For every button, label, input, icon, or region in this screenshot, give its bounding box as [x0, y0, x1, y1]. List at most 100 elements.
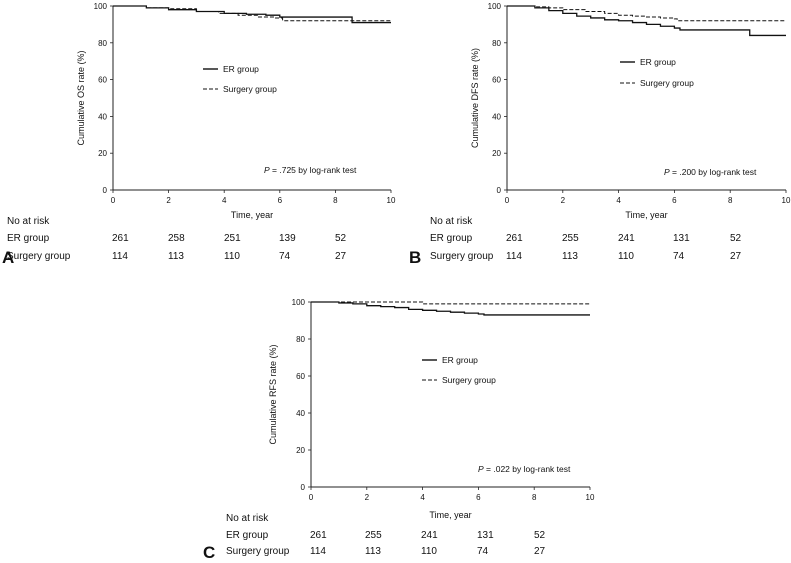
legend: ER group Surgery group [620, 57, 694, 88]
surgery-group-curve [507, 5, 786, 22]
panel-letter: B [409, 248, 421, 267]
x-tick-label: 6 [672, 196, 677, 205]
x-tick-label: 0 [505, 196, 510, 205]
risk-value: 131 [477, 530, 494, 541]
risk-value: 139 [279, 233, 296, 244]
x-tick-label: 2 [166, 196, 171, 205]
risk-value: 74 [279, 251, 291, 262]
x-axis-label: Time, year [231, 210, 273, 220]
x-axis-label: Time, year [429, 510, 471, 520]
risk-value: 241 [421, 530, 438, 541]
y-tick-label: 100 [488, 2, 502, 11]
x-tick-label: 4 [616, 196, 621, 205]
panel-b: 0 20 40 60 80 100 0 2 4 6 8 10 Time, year Cumulative … [409, 2, 791, 267]
risk-value: 255 [562, 233, 579, 244]
x-axis-label: Time, year [625, 210, 667, 220]
x-tick-label: 10 [387, 196, 396, 205]
risk-value: 261 [112, 233, 129, 244]
y-tick-label: 80 [492, 39, 501, 48]
y-tick-label: 60 [98, 76, 107, 85]
risk-table-title: No at risk [226, 513, 269, 524]
surgery-group-curve [113, 5, 391, 22]
risk-table: No at risk ER group 261 255 241 131 52 Surgery … [226, 513, 546, 557]
legend-label: Surgery group [223, 84, 277, 94]
y-tick-label: 20 [492, 149, 501, 158]
y-tick-label: 40 [492, 112, 501, 121]
risk-value: 251 [224, 233, 241, 244]
risk-table-title: No at risk [7, 216, 50, 227]
x-tick-label: 6 [476, 493, 481, 502]
legend-label: ER group [442, 355, 478, 365]
legend-label: ER group [640, 57, 676, 67]
x-tick-label: 2 [365, 493, 370, 502]
risk-row-label: ER group [7, 233, 50, 244]
er-group-curve [311, 301, 590, 316]
risk-value: 27 [730, 251, 742, 262]
y-axis-label: Cumulative RFS rate (%) [268, 344, 278, 444]
surgery-group-curve [311, 301, 590, 305]
risk-value: 258 [168, 233, 185, 244]
panel-c: 0 20 40 60 80 100 0 2 4 6 8 10 Time, year Cumulative … [203, 298, 595, 562]
risk-value: 114 [506, 251, 522, 262]
y-tick-label: 100 [94, 2, 108, 11]
risk-value: 74 [673, 251, 685, 262]
x-tick-label: 8 [333, 196, 338, 205]
risk-value: 261 [310, 530, 327, 541]
x-tick-label: 10 [782, 196, 791, 205]
risk-value: 114 [310, 546, 326, 557]
legend-label: Surgery group [442, 375, 496, 385]
risk-table: No at risk ER group 261 255 241 131 52 Surgery … [430, 216, 742, 262]
x-tick-label: 0 [111, 196, 116, 205]
x-tick-label: 4 [420, 493, 425, 502]
risk-value: 74 [477, 546, 489, 557]
risk-table-title: No at risk [430, 216, 473, 227]
x-tick-label: 6 [278, 196, 283, 205]
y-tick-label: 0 [497, 186, 502, 195]
risk-value: 27 [335, 251, 347, 262]
y-axis-label: Cumulative OS rate (%) [76, 50, 86, 145]
legend: ER group Surgery group [203, 64, 277, 94]
x-tick-label: 8 [728, 196, 733, 205]
risk-value: 52 [534, 530, 546, 541]
risk-value: 131 [673, 233, 690, 244]
risk-value: 52 [335, 233, 347, 244]
risk-row-label: Surgery group [226, 546, 290, 557]
y-tick-label: 40 [98, 112, 107, 121]
y-tick-label: 20 [98, 149, 107, 158]
y-axis-label: Cumulative DFS rate (%) [470, 48, 480, 148]
panel-letter: C [203, 543, 215, 562]
y-tick-label: 0 [301, 483, 306, 492]
risk-value: 241 [618, 233, 635, 244]
x-tick-label: 0 [309, 493, 314, 502]
p-value-annotation: P = .200 by log-rank test [664, 167, 757, 177]
y-tick-label: 80 [296, 335, 305, 344]
y-tick-label: 60 [492, 76, 501, 85]
x-tick-label: 8 [532, 493, 537, 502]
risk-value: 114 [112, 251, 128, 262]
risk-table: No at risk ER group 261 258 251 139 52 Surgery … [7, 216, 347, 262]
risk-value: 255 [365, 530, 382, 541]
risk-value: 110 [224, 251, 240, 262]
risk-row-label: ER group [226, 530, 269, 541]
panel-letter: A [2, 248, 14, 267]
risk-value: 110 [618, 251, 634, 262]
risk-value: 113 [365, 546, 381, 557]
y-tick-label: 100 [292, 298, 306, 307]
risk-value: 113 [168, 251, 184, 262]
x-tick-label: 10 [586, 493, 595, 502]
risk-value: 261 [506, 233, 523, 244]
x-tick-label: 4 [222, 196, 227, 205]
legend: ER group Surgery group [422, 355, 496, 385]
er-group-curve [507, 5, 786, 37]
y-tick-label: 20 [296, 446, 305, 455]
risk-value: 113 [562, 251, 578, 262]
x-tick-label: 2 [561, 196, 566, 205]
panel-a: 0 20 40 60 80 100 0 2 4 6 8 10 Time, year Cumulative … [2, 2, 396, 267]
risk-value: 52 [730, 233, 742, 244]
p-value-annotation: P = .725 by log-rank test [264, 165, 357, 175]
y-tick-label: 0 [103, 186, 108, 195]
y-tick-label: 80 [98, 39, 107, 48]
y-tick-label: 40 [296, 409, 305, 418]
risk-value: 110 [421, 546, 437, 557]
y-tick-label: 60 [296, 372, 305, 381]
